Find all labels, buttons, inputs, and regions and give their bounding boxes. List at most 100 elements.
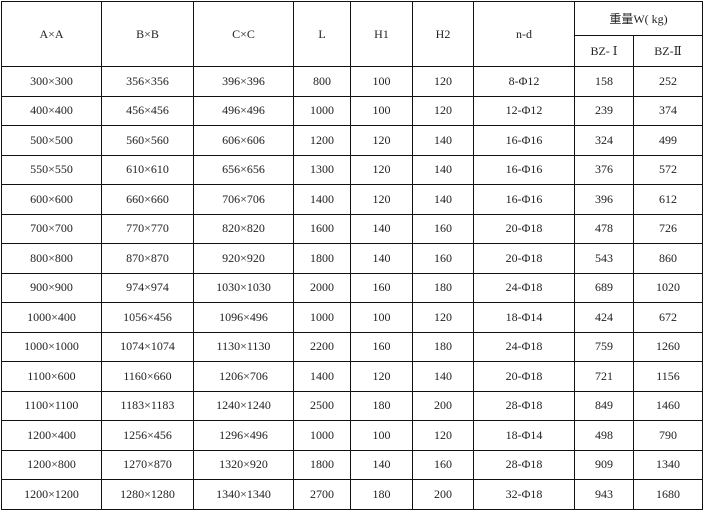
header-cell: A×A <box>1 1 102 67</box>
table-cell: 909 <box>574 449 634 480</box>
table-cell: 612 <box>632 184 703 215</box>
table-cell: 700×700 <box>1 213 102 244</box>
table-cell: 2000 <box>293 272 351 303</box>
table-row: 1000×400 1056×456 1096×496 1000 100 120 18-Φ14… <box>1 302 703 333</box>
header-row: A×A B×B C×C L H1 H2 n-d 重量W( kg) <box>1 1 703 67</box>
table-cell: 1206×706 <box>193 361 294 392</box>
table-cell: 140 <box>350 449 413 480</box>
header-cell: H1 <box>350 1 413 67</box>
table-cell: 1800 <box>293 243 351 274</box>
table-cell: 1270×870 <box>101 449 194 480</box>
table-cell: 16-Φ16 <box>473 154 575 185</box>
table-cell: 550×550 <box>1 154 102 185</box>
table-cell: 28-Φ18 <box>473 449 575 480</box>
table-cell: 120 <box>350 125 413 156</box>
table-cell: 1100×600 <box>1 361 102 392</box>
table-cell: 672 <box>632 302 703 333</box>
header-cell-bz1: BZ- Ⅰ <box>574 35 634 67</box>
table-row: 500×500 560×560 606×606 1200 120 140 16-Φ16 324… <box>1 125 703 156</box>
table-cell: 20-Φ18 <box>473 361 575 392</box>
table-cell: 140 <box>350 213 413 244</box>
table-cell: 770×770 <box>101 213 194 244</box>
table-cell: 1280×1280 <box>101 479 194 510</box>
header-cell: L <box>293 1 351 67</box>
table-cell: 158 <box>574 66 634 97</box>
table-cell: 424 <box>574 302 634 333</box>
table-cell: 1240×1240 <box>193 390 294 421</box>
table-row: 600×600 660×660 706×706 1400 120 140 16-Φ16 396… <box>1 184 703 215</box>
table-cell: 356×356 <box>101 66 194 97</box>
table-cell: 239 <box>574 95 634 126</box>
table-cell: 12-Φ12 <box>473 95 575 126</box>
table-cell: 16-Φ16 <box>473 125 575 156</box>
table-cell: 726 <box>632 213 703 244</box>
table-cell: 656×656 <box>193 154 294 185</box>
table-cell: 1260 <box>632 331 703 362</box>
table-row: 1100×1100 1183×1183 1240×1240 2500 180 200 28-… <box>1 390 703 421</box>
table-cell: 1340 <box>632 449 703 480</box>
table-cell: 1200×400 <box>1 420 102 451</box>
table-cell: 610×610 <box>101 154 194 185</box>
table-cell: 374 <box>632 95 703 126</box>
table-cell: 2500 <box>293 390 351 421</box>
table-cell: 140 <box>412 154 474 185</box>
table-cell: 606×606 <box>193 125 294 156</box>
table-row: 400×400 456×456 496×496 1000 100 120 12-Φ12 239… <box>1 95 703 126</box>
header-subrow: BZ- Ⅰ BZ-Ⅱ <box>2 35 703 67</box>
table-cell: 396 <box>574 184 634 215</box>
table-cell: 200 <box>412 390 474 421</box>
header-cell: n-d <box>473 1 575 67</box>
table-cell: 100 <box>350 420 413 451</box>
table-cell: 1000 <box>293 302 351 333</box>
table-cell: 790 <box>632 420 703 451</box>
table-cell: 1183×1183 <box>101 390 194 421</box>
table-cell: 759 <box>574 331 634 362</box>
table-cell: 1600 <box>293 213 351 244</box>
table-cell: 2700 <box>293 479 351 510</box>
table-cell: 1156 <box>632 361 703 392</box>
table-cell: 100 <box>350 66 413 97</box>
table-cell: 2200 <box>293 331 351 362</box>
table-cell: 16-Φ16 <box>473 184 575 215</box>
table-cell: 140 <box>350 243 413 274</box>
table-cell: 1160×660 <box>101 361 194 392</box>
table-cell: 1296×496 <box>193 420 294 451</box>
table-cell: 1074×1074 <box>101 331 194 362</box>
table-cell: 820×820 <box>193 213 294 244</box>
table-cell: 1680 <box>632 479 703 510</box>
table-cell: 974×974 <box>101 272 194 303</box>
table-cell: 180 <box>350 479 413 510</box>
table-cell: 660×660 <box>101 184 194 215</box>
table-cell: 500×500 <box>1 125 102 156</box>
table-cell: 1030×1030 <box>193 272 294 303</box>
table-cell: 1256×456 <box>101 420 194 451</box>
table-cell: 376 <box>574 154 634 185</box>
table-cell: 920×920 <box>193 243 294 274</box>
table-cell: 1000 <box>293 420 351 451</box>
table-cell: 140 <box>412 361 474 392</box>
table-cell: 160 <box>412 449 474 480</box>
table-cell: 396×396 <box>193 66 294 97</box>
table-cell: 721 <box>574 361 634 392</box>
table-row: 550×550 610×610 656×656 1300 120 140 16-Φ16 376… <box>1 154 703 185</box>
table-cell: 120 <box>412 420 474 451</box>
table-cell: 120 <box>350 184 413 215</box>
table-row: 1200×1200 1280×1280 1340×1340 2700 180 200 32-… <box>1 479 703 510</box>
table-row: 1200×400 1256×456 1296×496 1000 100 120 18-Φ14… <box>1 420 703 451</box>
table-cell: 300×300 <box>1 66 102 97</box>
table-cell: 120 <box>412 66 474 97</box>
table-cell: 1200 <box>293 125 351 156</box>
table-cell: 1096×496 <box>193 302 294 333</box>
table-cell: 1340×1340 <box>193 479 294 510</box>
table-cell: 560×560 <box>101 125 194 156</box>
table-cell: 689 <box>574 272 634 303</box>
table-cell: 200 <box>412 479 474 510</box>
header-cell-bz2: BZ-Ⅱ <box>632 35 703 67</box>
table-cell: 1000×400 <box>1 302 102 333</box>
table-cell: 499 <box>632 125 703 156</box>
table-cell: 600×600 <box>1 184 102 215</box>
table-cell: 849 <box>574 390 634 421</box>
table-cell: 180 <box>412 331 474 362</box>
table-cell: 478 <box>574 213 634 244</box>
table-cell: 800×800 <box>1 243 102 274</box>
